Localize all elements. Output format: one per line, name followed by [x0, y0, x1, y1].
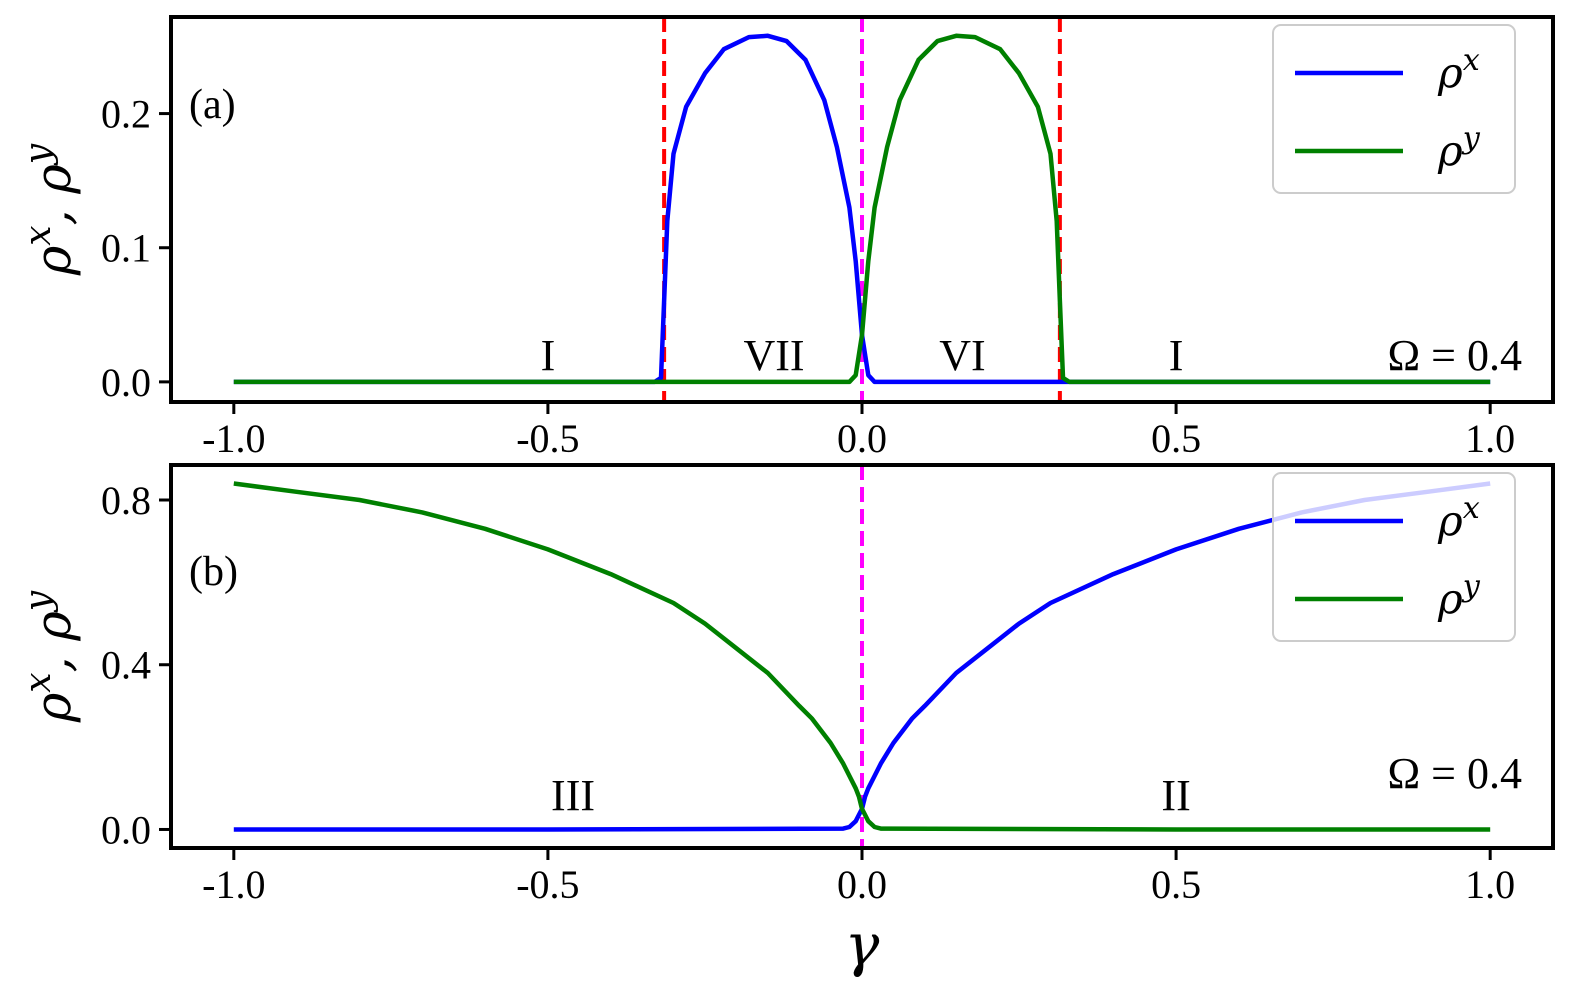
x-tick-label: 0.5 — [1151, 416, 1201, 461]
legend-label-rho-y: ρy — [1437, 121, 1481, 176]
y-tick-label: 0.0 — [101, 360, 151, 405]
omega-label: Ω = 0.4 — [1387, 749, 1522, 798]
y-tick-label: 0.1 — [101, 226, 151, 271]
region-label: VII — [744, 331, 805, 380]
x-tick-label: -0.5 — [516, 416, 579, 461]
y-axis-label: ρx, ρy — [18, 590, 83, 723]
series-line-rho-x — [233, 481, 1491, 832]
x-tick-label: 1.0 — [1465, 416, 1515, 461]
x-tick-label: 0.0 — [837, 862, 887, 907]
series-group — [233, 33, 1491, 385]
y-tick-label: 0.2 — [101, 92, 151, 137]
legend-label-rho-x: ρx — [1437, 491, 1480, 546]
series-group — [233, 481, 1491, 832]
legend-label-rho-y: ρy — [1437, 569, 1481, 624]
panel-label: (a) — [189, 82, 236, 128]
y-tick-label: 0.8 — [101, 478, 151, 523]
series-line-rho-y — [233, 33, 1491, 385]
region-label: VI — [939, 331, 985, 380]
x-tick-label: 1.0 — [1465, 862, 1515, 907]
x-tick-label: -1.0 — [202, 862, 265, 907]
y-axis-label: ρx, ρy — [18, 143, 83, 276]
legend-label-rho-x: ρx — [1437, 43, 1480, 98]
x-tick-label: 0.5 — [1151, 862, 1201, 907]
region-label: II — [1161, 771, 1190, 820]
x-tick-label: -1.0 — [202, 416, 265, 461]
x-axis-label: γ — [845, 911, 880, 979]
region-label: I — [541, 331, 556, 380]
legend: ρx ρy — [1272, 24, 1516, 194]
y-tick-label: 0.0 — [101, 807, 151, 852]
panel-label: (b) — [189, 549, 238, 595]
series-line-rho-x — [233, 33, 1491, 385]
region-label: I — [1169, 331, 1184, 380]
omega-label: Ω = 0.4 — [1387, 331, 1522, 380]
x-tick-label: -0.5 — [516, 862, 579, 907]
y-tick-label: 0.4 — [101, 643, 151, 688]
region-label: III — [551, 771, 595, 820]
legend: ρx ρy — [1272, 472, 1516, 642]
series-line-rho-y — [233, 481, 1491, 832]
x-tick-label: 0.0 — [837, 416, 887, 461]
